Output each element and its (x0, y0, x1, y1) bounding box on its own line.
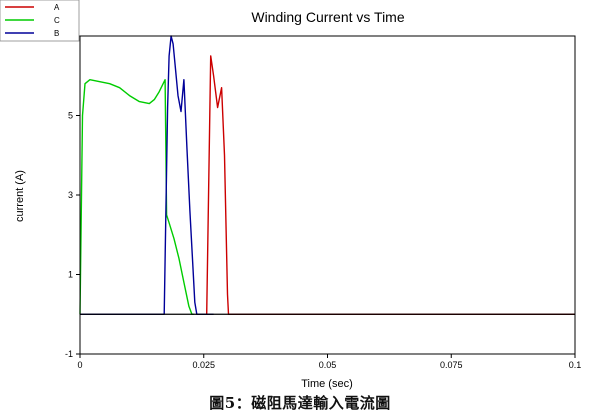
plot-background (80, 36, 575, 354)
x-tick-label: 0.05 (319, 360, 337, 370)
y-tick-label: 1 (68, 270, 73, 280)
x-tick-label: 0.075 (440, 360, 463, 370)
legend-entries: ACB (5, 3, 60, 38)
x-axis-label: Time (sec) (301, 378, 353, 390)
y-tick-label: 3 (68, 190, 73, 200)
x-tick-label: 0 (77, 360, 82, 370)
y-tick-label: 5 (68, 111, 73, 121)
chart-title: Winding Current vs Time (251, 9, 404, 25)
y-axis-label: current (A) (14, 170, 26, 222)
legend-label-c: C (54, 16, 60, 25)
x-tick-label: 0.025 (192, 360, 215, 370)
x-tick-label: 0.1 (569, 360, 582, 370)
y-tick-label: -1 (65, 349, 73, 359)
series-line-c (79, 79, 194, 315)
legend-label-b: B (54, 29, 59, 38)
figure-caption: 圖5：磁阻馬達輸入電流圖 (209, 394, 391, 412)
legend: ACB (0, 0, 80, 42)
legend-label-a: A (54, 3, 60, 12)
